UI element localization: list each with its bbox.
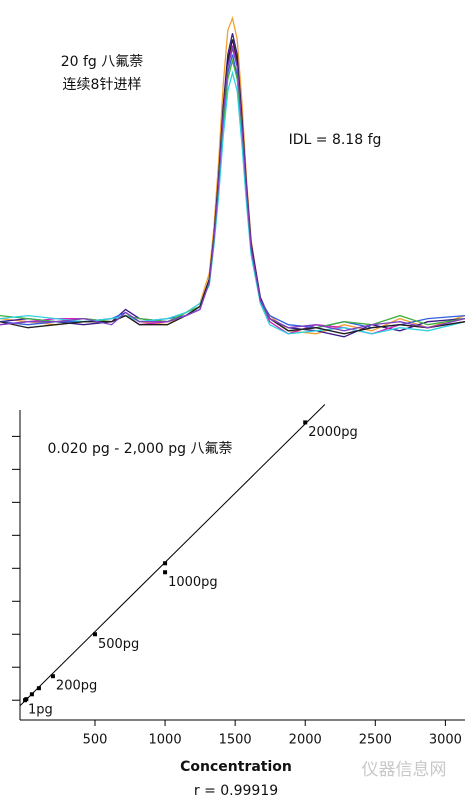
point <box>24 697 29 702</box>
trace <box>0 58 466 332</box>
trace <box>0 70 466 335</box>
chromatogram-title: 20 fg 八氟萘 <box>61 54 144 70</box>
watermark: 仪器信息网 <box>362 760 447 780</box>
chromatogram-subtitle: 连续8针进样 <box>63 76 142 93</box>
point <box>303 420 308 425</box>
point-label: 2000pg <box>308 425 358 440</box>
point <box>163 561 168 566</box>
point-label: 1pg <box>28 703 53 718</box>
trace <box>0 54 466 329</box>
trace <box>0 39 466 335</box>
x-tick-label: 2500 <box>359 733 392 748</box>
trace <box>0 45 466 332</box>
x-tick-label: 1500 <box>219 733 252 748</box>
x-axis-label: Concentration <box>180 759 292 775</box>
fit-line <box>19 404 326 707</box>
point-label: 1000pg <box>168 575 218 590</box>
point <box>36 686 41 691</box>
r-annotation: r = 0.99919 <box>194 783 278 799</box>
idl-annotation: IDL = 8.18 fg <box>289 132 382 148</box>
point <box>29 692 34 697</box>
point-label: 500pg <box>98 637 139 652</box>
point <box>163 570 168 575</box>
point <box>50 674 55 679</box>
x-tick-label: 1000 <box>149 733 182 748</box>
calibration-title: 0.020 pg - 2,000 pg 八氟萘 <box>47 441 232 457</box>
trace <box>0 33 466 338</box>
x-tick-label: 3000 <box>429 733 462 748</box>
x-tick-label: 500 <box>83 733 108 748</box>
point-label: 200pg <box>56 679 97 694</box>
x-tick-label: 2000 <box>289 733 322 748</box>
point <box>92 632 97 637</box>
